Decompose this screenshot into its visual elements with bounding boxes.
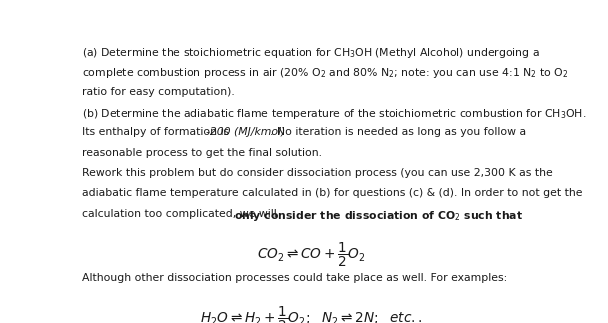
Text: -200 (MJ/kmol): -200 (MJ/kmol): [206, 127, 285, 137]
Text: reasonable process to get the final solution.: reasonable process to get the final solu…: [81, 148, 322, 158]
Text: adiabatic flame temperature calculated in (b) for questions (c) & (d). In order : adiabatic flame temperature calculated i…: [81, 189, 582, 198]
Text: $\mathit{CO_2} \rightleftharpoons \mathit{CO} + \dfrac{1}{2}\mathit{O_2}$: $\mathit{CO_2} \rightleftharpoons \mathi…: [257, 241, 366, 269]
Text: . No iteration is needed as long as you follow a: . No iteration is needed as long as you …: [270, 127, 527, 137]
Text: Its enthalpy of formation is: Its enthalpy of formation is: [81, 127, 232, 137]
Text: $\mathit{H_2O} \rightleftharpoons \mathit{H_2} + \dfrac{1}{2}\mathit{O_2};\ \ \m: $\mathit{H_2O} \rightleftharpoons \mathi…: [200, 305, 423, 323]
Text: only consider the dissociation of CO$_2$ such that: only consider the dissociation of CO$_2$…: [234, 209, 523, 223]
Text: calculation too complicated, we will: calculation too complicated, we will: [81, 209, 280, 219]
Text: complete combustion process in air (20% O$_2$ and 80% N$_2$; note: you can use 4: complete combustion process in air (20% …: [81, 66, 568, 80]
Text: (a) Determine the stoichiometric equation for CH$_3$OH (Methyl Alcohol) undergoi: (a) Determine the stoichiometric equatio…: [81, 46, 539, 60]
Text: ratio for easy computation).: ratio for easy computation).: [81, 87, 235, 97]
Text: Although other dissociation processes could take place as well. For examples:: Although other dissociation processes co…: [81, 273, 507, 283]
Text: Rework this problem but do consider dissociation process (you can use 2,300 K as: Rework this problem but do consider diss…: [81, 168, 553, 178]
Text: (b) Determine the adiabatic flame temperature of the stoichiometric combustion f: (b) Determine the adiabatic flame temper…: [81, 107, 586, 121]
